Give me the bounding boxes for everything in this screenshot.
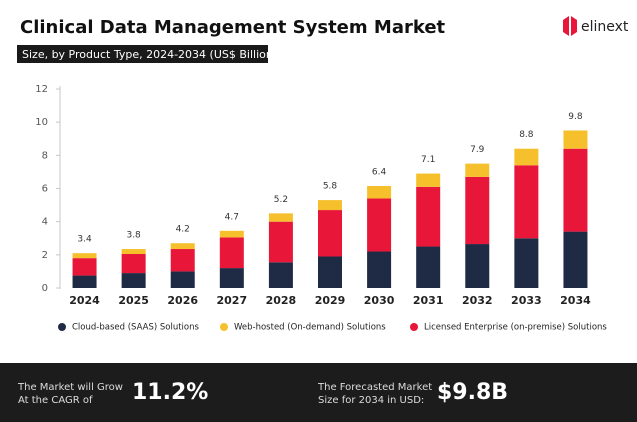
footer-band — [0, 363, 637, 422]
bar-segment — [72, 253, 97, 259]
bar-segment — [465, 244, 490, 288]
total-label: 8.8 — [519, 130, 534, 140]
footer-text: The Forecasted Market — [317, 382, 432, 393]
bar-segment — [318, 210, 342, 257]
bar-segment — [367, 186, 392, 199]
bar-segment — [563, 231, 588, 288]
bar-segment — [121, 273, 146, 288]
x-tick-label: 2032 — [462, 294, 493, 307]
legend-marker — [58, 323, 66, 331]
bar-segment — [121, 249, 146, 255]
y-tick-label: 2 — [42, 250, 48, 261]
footer-value: 11.2% — [132, 380, 208, 405]
logo: elinext — [563, 16, 629, 36]
bar-segment — [72, 258, 97, 276]
plot: 0 2 4 6 8 10 12 3.4 2024 3.8 2025 4.2 2026 4.7 2027 5.2… — [35, 84, 607, 333]
x-tick-label: 2029 — [315, 294, 346, 307]
bar-segment — [318, 256, 342, 288]
legend-label: Web-hosted (On-demand) Solutions — [234, 323, 386, 333]
bar-segment — [170, 271, 195, 288]
legend-marker — [220, 323, 228, 331]
total-label: 7.1 — [421, 155, 435, 165]
x-tick-label: 2034 — [560, 294, 591, 307]
total-label: 6.4 — [372, 168, 387, 178]
x-tick-label: 2026 — [167, 294, 198, 307]
footer-text: Size for 2034 in USD: — [318, 395, 424, 406]
footer-text: At the CAGR of — [18, 395, 93, 406]
bar-segment — [219, 237, 244, 269]
bar-segment — [465, 176, 490, 245]
brand: elinext — [581, 19, 629, 35]
y-tick-label: 4 — [42, 217, 48, 228]
total-label: 4.7 — [225, 212, 239, 222]
total-label: 5.8 — [323, 182, 338, 192]
bar-segment — [514, 165, 539, 239]
x-tick-label: 2027 — [217, 294, 248, 307]
total-label: 3.4 — [77, 235, 92, 245]
y-tick-label: 6 — [42, 184, 48, 195]
total-label: 9.8 — [568, 112, 583, 122]
bar-segment — [367, 251, 392, 288]
x-tick-label: 2033 — [511, 294, 542, 307]
total-label: 3.8 — [126, 231, 141, 241]
bar-segment — [219, 230, 244, 238]
subtitle-box — [17, 45, 268, 63]
bar-segment — [367, 198, 392, 252]
bar-segment — [465, 163, 490, 177]
bar-segment — [514, 238, 539, 288]
bar-segment — [416, 246, 441, 288]
total-label: 5.2 — [274, 195, 288, 205]
bar-segment — [170, 249, 195, 272]
legend-label: Licensed Enterprise (on-premise) Solutio… — [424, 323, 607, 333]
y-tick-label: 12 — [35, 84, 48, 95]
x-tick-label: 2030 — [364, 294, 395, 307]
y-tick-label: 0 — [42, 283, 48, 294]
x-tick-label: 2028 — [266, 294, 297, 307]
bar-segment — [72, 275, 97, 288]
x-tick-label: 2025 — [118, 294, 149, 307]
bar-segment — [318, 200, 342, 211]
y-tick-label: 8 — [42, 150, 48, 161]
bar-segment — [268, 262, 293, 288]
footer-value: $9.8B — [437, 380, 508, 405]
bar-segment — [170, 243, 195, 250]
legend-marker — [410, 323, 418, 331]
y-tick-label: 10 — [35, 117, 48, 128]
chart-title: Clinical Data Management System Market — [20, 17, 446, 38]
chart-subtitle: Size, by Product Type, 2024-2034 (US$ Bi… — [22, 48, 277, 61]
x-tick-label: 2024 — [69, 294, 100, 307]
bar-segment — [219, 268, 244, 288]
x-tick-label: 2031 — [413, 294, 444, 307]
total-label: 4.2 — [176, 225, 190, 235]
bar-segment — [268, 221, 293, 263]
bar-segment — [416, 186, 441, 247]
bar-segment — [563, 148, 588, 232]
total-label: 7.9 — [470, 145, 485, 155]
bar-segment — [563, 130, 588, 149]
bar-segment — [514, 148, 539, 166]
footer-text: The Market will Grow — [17, 382, 123, 393]
bar-segment — [268, 213, 293, 222]
legend-label: Cloud-based (SAAS) Solutions — [72, 323, 199, 333]
logo-icon — [563, 16, 577, 36]
bar-segment — [416, 173, 441, 187]
bar-segment — [121, 254, 146, 274]
